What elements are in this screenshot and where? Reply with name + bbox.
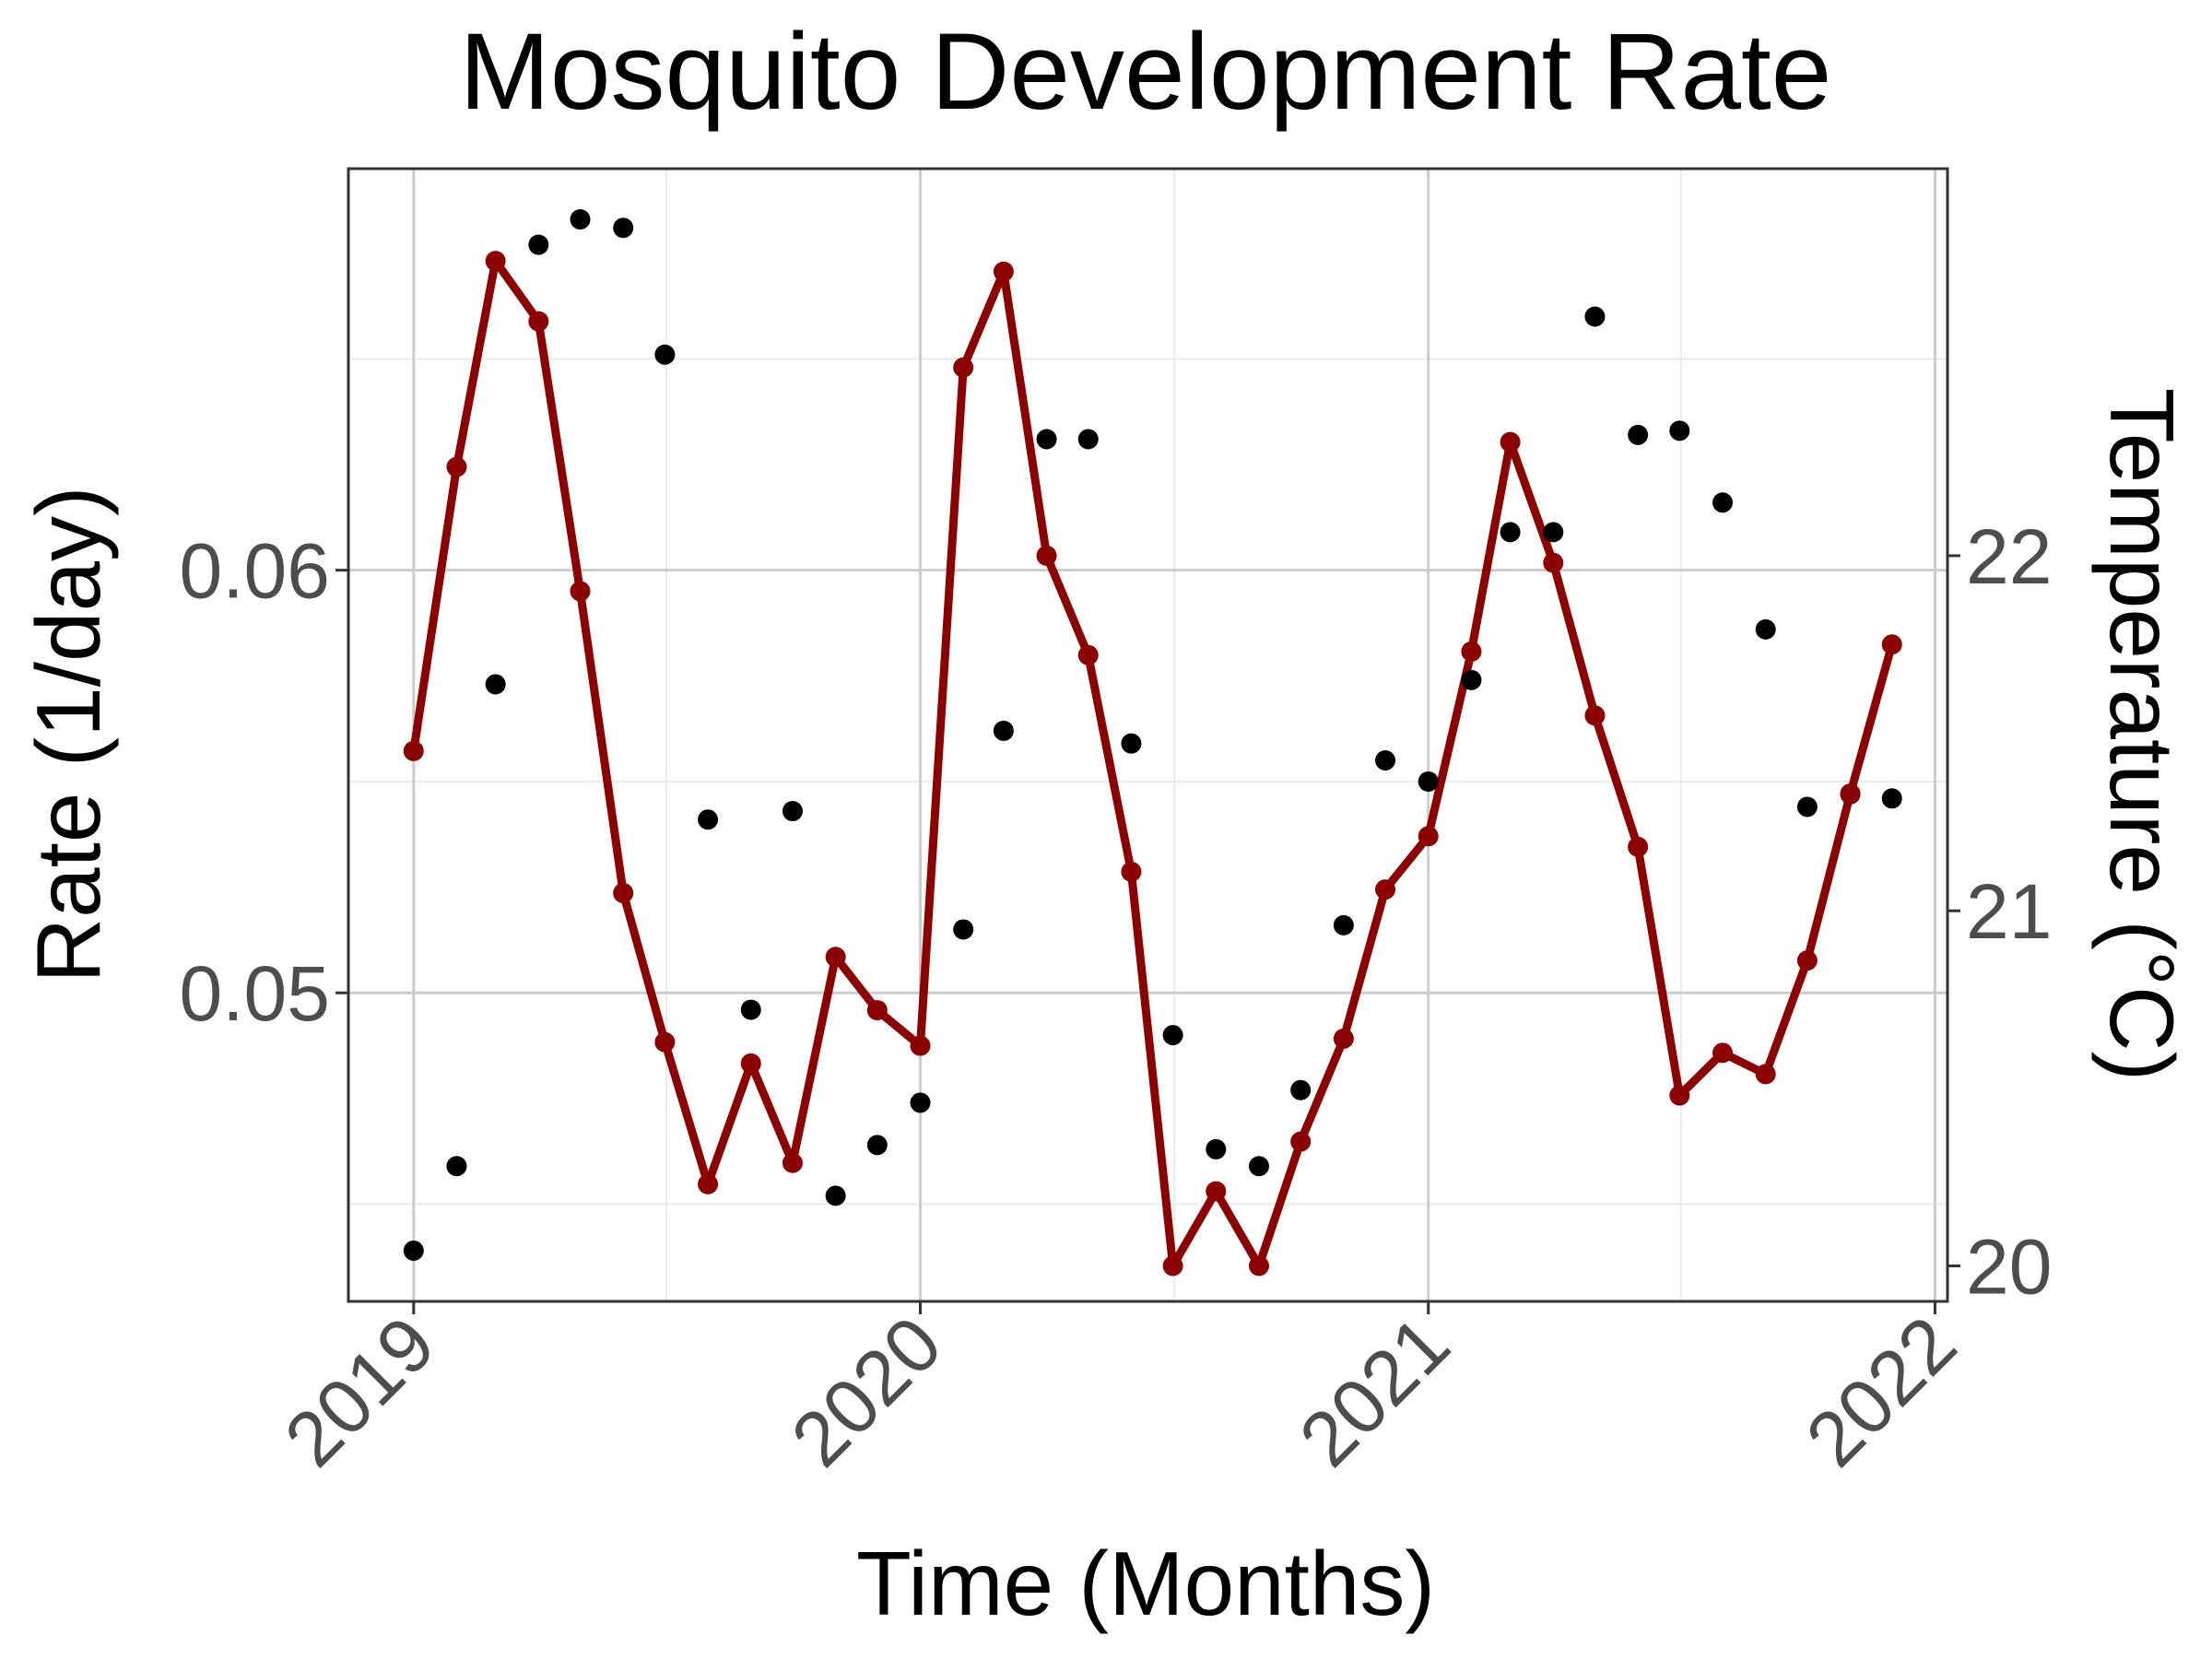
temperature-point — [825, 947, 846, 968]
rate-point — [1375, 750, 1396, 771]
rate-point — [1628, 424, 1649, 445]
temperature-point — [1628, 836, 1649, 857]
rate-point — [1669, 420, 1690, 441]
temperature-point — [1036, 545, 1057, 566]
rate-point — [1121, 733, 1142, 754]
rate-point — [1796, 796, 1818, 818]
temperature-point — [485, 251, 506, 272]
y2-tick-label: 21 — [1966, 868, 2052, 955]
rate-point — [740, 999, 761, 1020]
temperature-point — [1418, 826, 1439, 847]
rate-point — [1461, 669, 1482, 690]
rate-point — [910, 1092, 931, 1113]
rate-point — [1500, 522, 1521, 543]
rate-point — [1036, 429, 1057, 450]
temperature-point — [1881, 634, 1902, 655]
rate-point — [866, 1135, 888, 1156]
rate-point — [1206, 1138, 1227, 1159]
rate-point — [403, 1240, 424, 1261]
rate-point — [993, 720, 1014, 741]
rate-point — [528, 234, 549, 255]
rate-point — [1755, 618, 1776, 640]
temperature-point — [1500, 431, 1521, 453]
temperature-point — [740, 1053, 761, 1074]
temperature-point — [698, 1173, 719, 1194]
temperature-point — [1461, 641, 1482, 662]
rate-series — [403, 209, 1902, 1261]
rate-point — [1333, 914, 1354, 935]
temperature-point — [654, 1031, 676, 1053]
temperature-point — [1077, 644, 1099, 665]
y-tick-label: 0.06 — [180, 528, 331, 615]
temperature-point — [953, 357, 974, 378]
temperature-point — [1669, 1085, 1690, 1106]
plot-frame — [347, 167, 1949, 1303]
temperature-point — [910, 1035, 931, 1056]
rate-point — [1248, 1156, 1269, 1177]
temperature-point — [1162, 1255, 1183, 1277]
x-axis-title: Time (Months) — [856, 1533, 1435, 1634]
temperature-point — [1333, 1028, 1354, 1049]
temperature-point — [1840, 783, 1861, 805]
y2-axis-title: Temperature (°C) — [2091, 388, 2193, 1082]
rate-point — [1712, 492, 1734, 513]
rate-point — [1290, 1079, 1312, 1100]
temperature-point — [613, 882, 634, 903]
y2-tick-label: 20 — [1966, 1223, 2052, 1310]
temperature-point — [1543, 552, 1564, 573]
rate-point — [1881, 788, 1902, 809]
temperature-point — [1796, 950, 1818, 971]
temperature-point — [403, 740, 424, 761]
temperature-point — [993, 261, 1014, 282]
temperature-point — [1755, 1064, 1776, 1085]
temperature-point — [782, 1152, 803, 1173]
temperature-point — [446, 456, 467, 477]
temperature-point — [1206, 1181, 1227, 1202]
chart-title: Mosquito Development Rate — [460, 11, 1832, 133]
temperature-point — [866, 1000, 888, 1021]
temperature-point — [528, 311, 549, 332]
rate-point — [782, 801, 803, 822]
rate-point — [1418, 771, 1439, 792]
rate-point — [698, 809, 719, 830]
temperature-point — [1290, 1131, 1312, 1152]
rate-point — [953, 919, 974, 940]
left-axis: 0.05 0.06 — [180, 528, 348, 1037]
rate-point — [446, 1156, 467, 1177]
temperature-point — [1584, 705, 1606, 726]
rate-point — [1584, 306, 1606, 327]
temperature-line — [409, 256, 1897, 1270]
rate-point — [613, 218, 634, 239]
rate-point — [654, 344, 676, 365]
temperature-point — [1712, 1042, 1734, 1064]
temperature-point — [1121, 861, 1142, 882]
rate-point — [1077, 429, 1099, 450]
rate-point — [485, 674, 506, 695]
temperature-points — [403, 251, 1902, 1277]
right-axis: 20 21 22 — [1947, 513, 2052, 1310]
y2-tick-label: 22 — [1966, 513, 2052, 600]
rate-point — [1543, 522, 1564, 543]
y-axis-title: Rate (1/day) — [18, 486, 119, 982]
temperature-point — [1375, 879, 1396, 900]
rate-point — [1162, 1025, 1183, 1046]
temperature-point — [1248, 1255, 1269, 1277]
temperature-series — [409, 256, 1897, 1270]
y-tick-label: 0.05 — [180, 950, 331, 1037]
temperature-point — [570, 581, 591, 602]
rate-point — [570, 209, 591, 230]
rate-point — [825, 1185, 846, 1206]
